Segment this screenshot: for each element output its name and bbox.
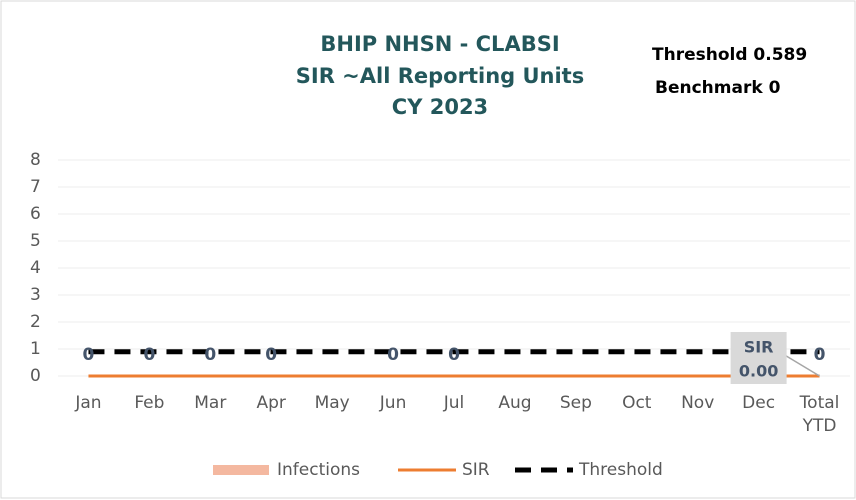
legend-label: SIR xyxy=(462,460,490,480)
x-tick-label: Jun xyxy=(379,393,407,413)
y-tick-label: 0 xyxy=(30,366,41,386)
x-tick-label: Mar xyxy=(194,393,226,413)
y-tick-label: 8 xyxy=(30,150,41,170)
x-tick-label: Jan xyxy=(74,393,101,413)
data-label: 0 xyxy=(387,345,399,365)
data-label: 0 xyxy=(204,345,216,365)
x-tick-label: Nov xyxy=(681,393,714,413)
x-tick-label: Feb xyxy=(134,393,164,413)
x-tick-label: Dec xyxy=(742,393,775,413)
data-label: 0 xyxy=(265,345,277,365)
x-tick-label: Sep xyxy=(560,393,592,413)
chart-title: CY 2023 xyxy=(392,95,488,119)
chart-title: SIR ~All Reporting Units xyxy=(296,64,584,88)
data-label: 0 xyxy=(448,345,460,365)
chart-title: BHIP NHSN - CLABSI xyxy=(320,32,559,56)
annotation: Benchmark 0 xyxy=(655,78,781,98)
y-tick-label: 6 xyxy=(30,204,41,224)
data-label: 0 xyxy=(143,345,155,365)
x-tick-label: YTD xyxy=(802,416,837,436)
legend-label: Infections xyxy=(277,460,360,480)
x-tick-label: Aug xyxy=(498,393,531,413)
x-tick-label: Oct xyxy=(622,393,652,413)
leader-line xyxy=(784,354,820,377)
data-label: 0 xyxy=(83,345,95,365)
legend-swatch xyxy=(213,465,269,475)
y-tick-label: 3 xyxy=(30,285,41,305)
x-tick-label: Apr xyxy=(257,393,286,413)
data-label: 0.00 xyxy=(739,362,778,381)
x-tick-label: Jul xyxy=(443,393,465,413)
y-tick-label: 4 xyxy=(30,258,41,278)
y-tick-label: 5 xyxy=(30,231,41,251)
y-tick-label: 7 xyxy=(30,177,41,197)
callout-name: SIR xyxy=(744,338,774,357)
y-tick-label: 1 xyxy=(30,339,41,359)
legend-label: Threshold xyxy=(578,460,663,480)
y-tick-label: 2 xyxy=(30,312,41,332)
annotation: Threshold 0.589 xyxy=(652,45,807,65)
callout xyxy=(730,332,787,384)
x-tick-label: May xyxy=(315,393,350,413)
x-tick-label: Total xyxy=(799,393,840,413)
data-label: 0 xyxy=(814,345,826,365)
